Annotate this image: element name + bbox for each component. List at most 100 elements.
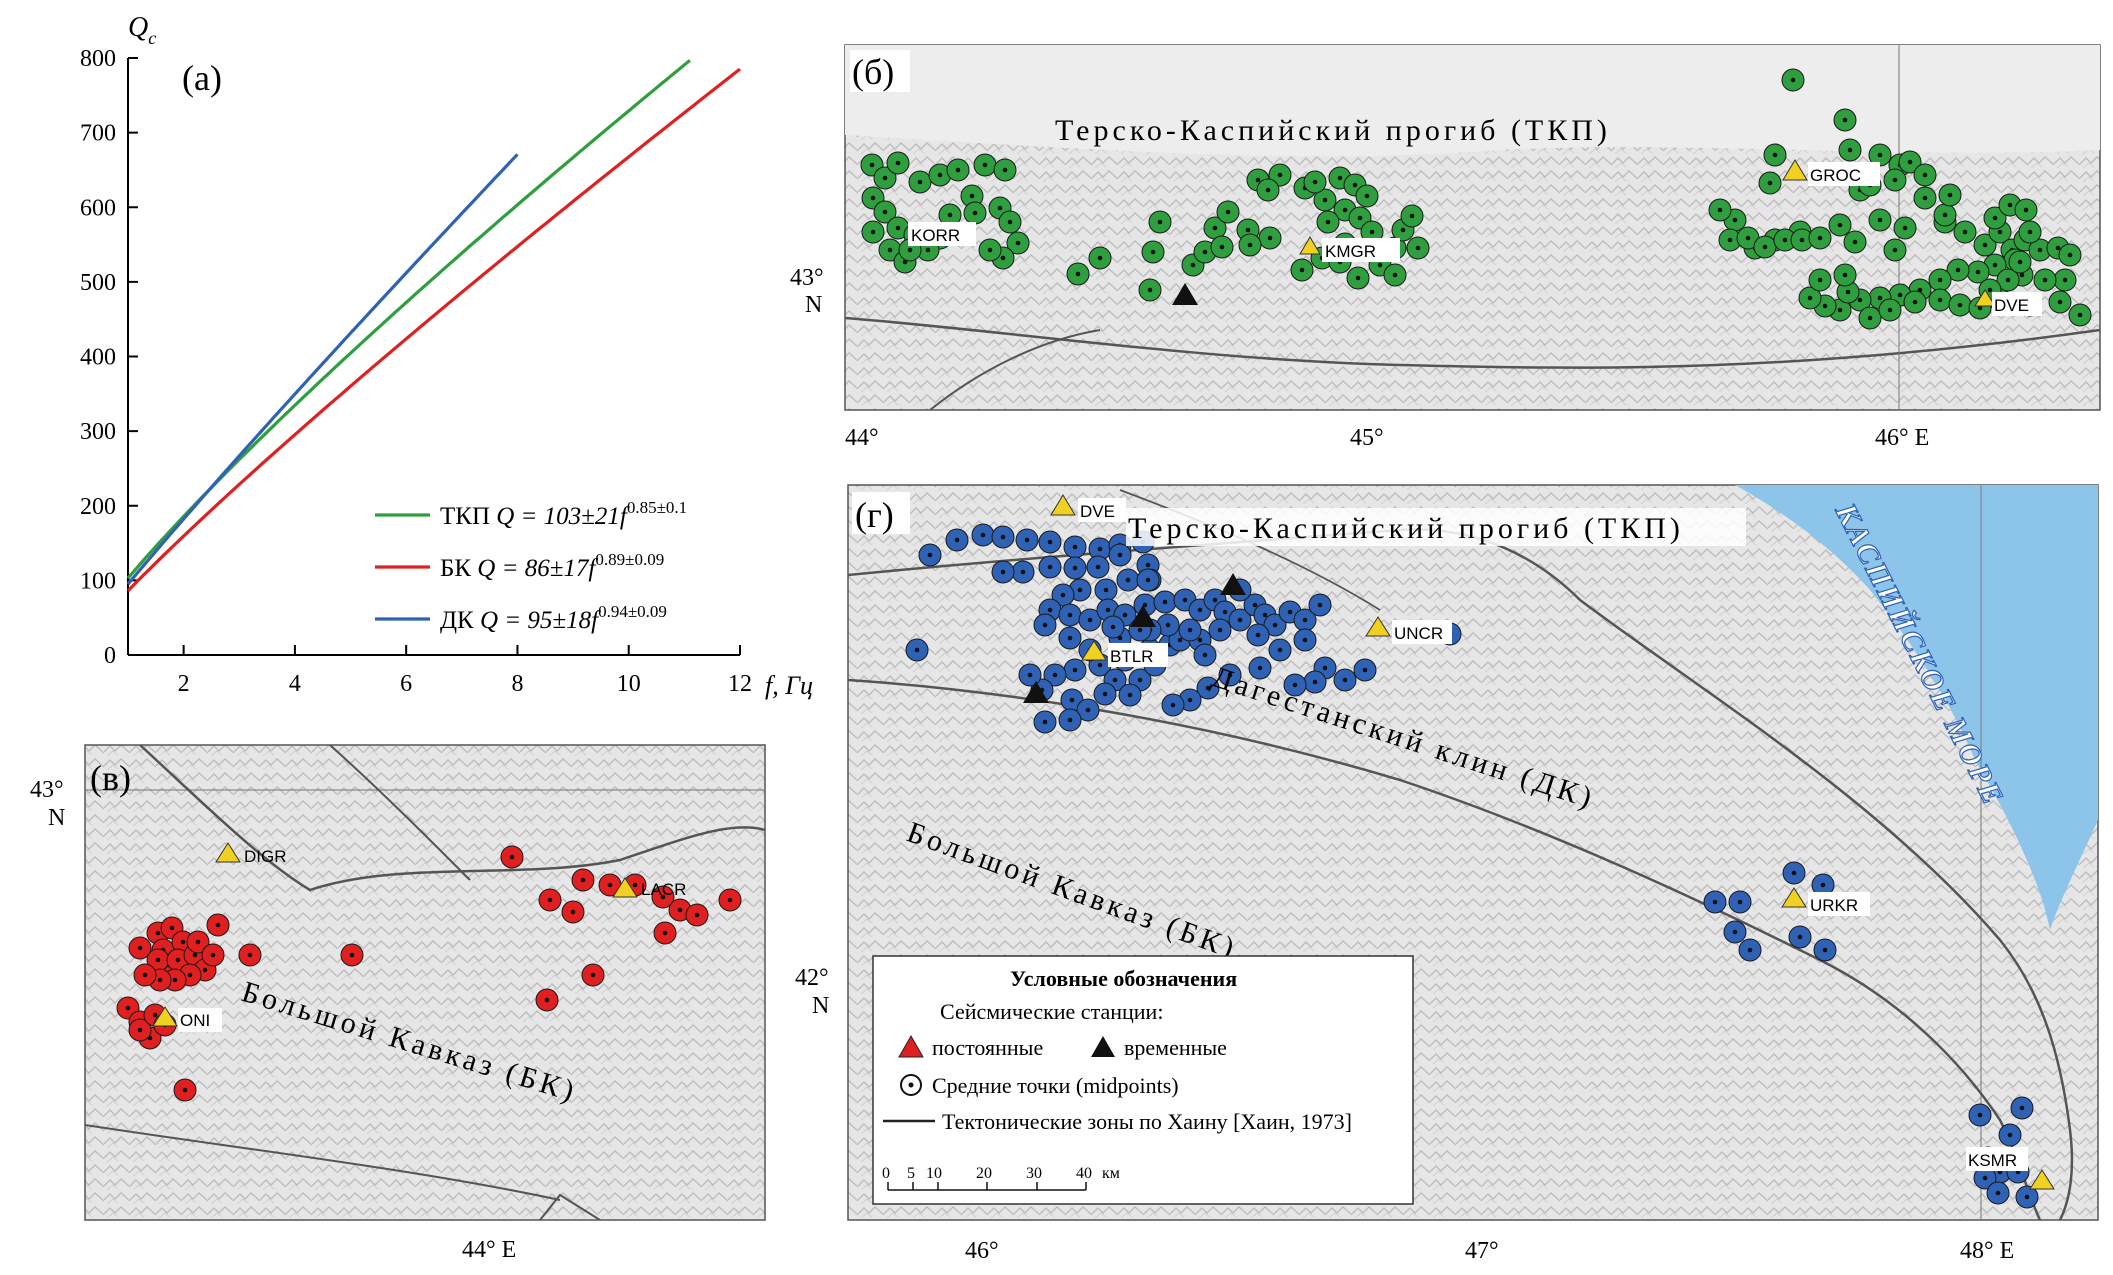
midpoint-dot: [882, 209, 888, 215]
midpoint-dot: [1150, 249, 1156, 255]
fault-line: [329, 745, 471, 881]
panel-g-letter: (г): [855, 495, 894, 535]
station-urkr: URKR: [1781, 887, 1870, 916]
midpoint-dot: [2005, 277, 2011, 283]
panel-b-lon-1: 44°: [845, 425, 879, 451]
midpoint-dot: [1415, 245, 1421, 251]
midpoint-dot: [632, 882, 638, 888]
svg-text:KSMR: KSMR: [1968, 1151, 2017, 1170]
midpoint-dot: [1922, 195, 1928, 201]
midpoint-dot: [980, 532, 986, 538]
midpoint-dot: [1117, 552, 1123, 558]
midpoint-dot: [152, 1012, 158, 1018]
midpoint-dot: [1299, 267, 1305, 273]
midpoint-dot: [1977, 305, 1983, 311]
midpoint-dot: [727, 897, 733, 903]
midpoint-dot: [1142, 602, 1148, 608]
midpoint-dot: [954, 537, 960, 543]
midpoint-dot: [1067, 717, 1073, 723]
midpoint-dot: [1212, 225, 1218, 231]
midpoint-dot: [137, 1027, 143, 1033]
midpoint-dot: [870, 195, 876, 201]
midpoint-dot: [1202, 652, 1208, 658]
midpoint-dot: [1977, 1112, 1983, 1118]
fault-line: [845, 316, 2100, 369]
midpoint-dot: [662, 930, 668, 936]
panel-g-lat-n: N: [812, 993, 829, 1019]
y-tick-label: 300: [80, 419, 116, 445]
midpoint-dot: [1852, 239, 1858, 245]
midpoint-dot: [1817, 235, 1823, 241]
midpoint-dot: [694, 912, 700, 918]
series-line-dk: [126, 153, 519, 586]
midpoint-dot: [869, 162, 875, 168]
midpoint-dot: [2007, 1132, 2013, 1138]
midpoint-dot: [1060, 592, 1066, 598]
midpoint-dot: [1002, 167, 1008, 173]
y-tick-label: 200: [80, 494, 116, 520]
svg-text:BTLR: BTLR: [1110, 647, 1153, 666]
midpoint-dot: [1947, 192, 1953, 198]
series-line-bk: [126, 67, 741, 592]
midpoint-dot: [1937, 297, 1943, 303]
midpoint-dot: [1069, 697, 1075, 703]
midpoint-dot: [1747, 947, 1753, 953]
midpoint-dot: [1791, 870, 1797, 876]
midpoint-dot: [927, 552, 933, 558]
midpoint-dot: [142, 972, 148, 978]
midpoint-dot: [247, 952, 253, 958]
panel-g-letter-box: [852, 492, 910, 534]
midpoint-dot: [870, 229, 876, 235]
legend-temporary: временные: [1124, 1035, 1227, 1060]
midpoint-dot: [1157, 219, 1163, 225]
midpoint-dot: [1364, 193, 1370, 199]
midpoint-dot: [1317, 602, 1323, 608]
midpoint-dot: [1997, 229, 2003, 235]
midpoint-dot: [509, 854, 515, 860]
midpoint-dot: [917, 179, 923, 185]
midpoint-dot: [1377, 262, 1383, 268]
midpoint-dot: [1992, 215, 1998, 221]
midpoint-dot: [187, 972, 193, 978]
midpoint-dot: [1122, 612, 1128, 618]
midpoint-dot: [2077, 312, 2083, 318]
midpoint-dot: [1957, 302, 1963, 308]
x-axis-label: f, Гц: [765, 671, 813, 700]
midpoint-dot: [1165, 622, 1171, 628]
midpoint-dot: [1302, 637, 1308, 643]
midpoint-dot: [947, 212, 953, 218]
svg-text:KORR: KORR: [911, 226, 960, 245]
panel-g-lon-3: 48° E: [1960, 1238, 2014, 1264]
midpoint-dot: [1847, 147, 1853, 153]
station-groc: GROC: [1782, 159, 1880, 186]
station-dve-g: DVE: [1050, 494, 1126, 522]
legend-title: Условные обозначения: [1010, 966, 1237, 991]
panel-g: (г) Терско-Каспийский прогиб (ТКП) Дагес…: [795, 484, 2099, 1264]
midpoint-dot: [1075, 271, 1081, 277]
y-tick-label: 700: [80, 121, 116, 147]
station-btlr: BTLR: [1081, 640, 1168, 667]
midpoint-dot: [1982, 242, 1988, 248]
midpoint-dot: [172, 977, 178, 983]
temporary-station-icon: [1130, 605, 1156, 627]
midpoint-dot: [175, 957, 181, 963]
midpoint-dot: [1097, 546, 1103, 552]
station-korr: KORR: [908, 222, 976, 246]
midpoint-dot: [955, 167, 961, 173]
midpoint-dot: [1127, 692, 1133, 698]
midpoint-dot: [1962, 229, 1968, 235]
station-kmgr: KMGR: [1299, 236, 1400, 262]
midpoint-dot: [1975, 269, 1981, 275]
midpoint-dot: [1302, 617, 1308, 623]
midpoint-dot: [1892, 247, 1898, 253]
panel-g-lat: 42°: [795, 965, 829, 991]
midpoint-dot: [1112, 677, 1118, 683]
midpoint-dot: [937, 172, 943, 178]
midpoint-dot: [1087, 617, 1093, 623]
midpoint-dot: [1842, 117, 1848, 123]
midpoint-dot: [907, 247, 913, 253]
midpoint-dot: [544, 997, 550, 1003]
x-tick-label: 8: [511, 671, 523, 697]
midpoint-dot: [1277, 647, 1283, 653]
midpoint-dot: [895, 160, 901, 166]
